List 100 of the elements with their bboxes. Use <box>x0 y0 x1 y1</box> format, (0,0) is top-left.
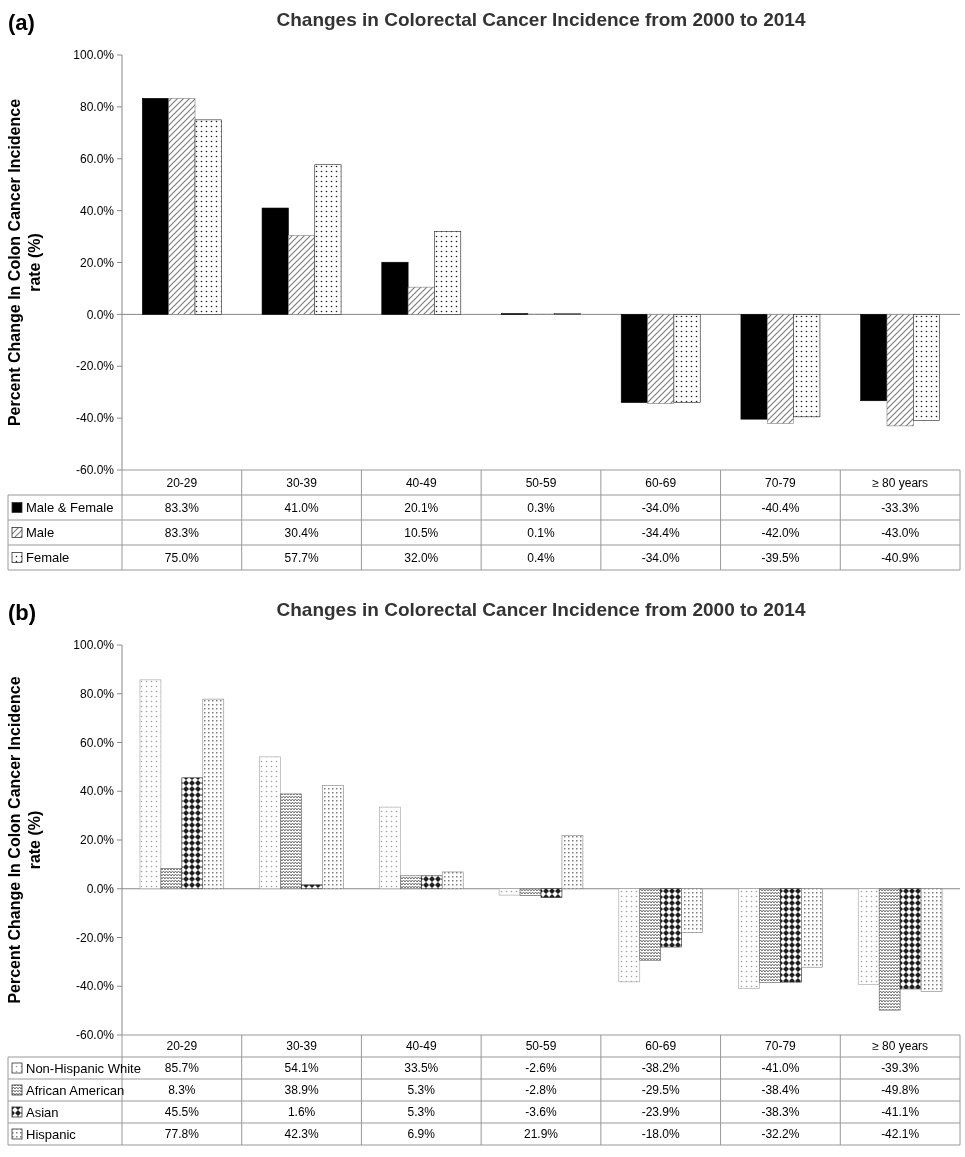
data-label: 77.8% <box>164 1127 200 1142</box>
data-label: -39.3% <box>881 1061 920 1076</box>
legend-label: Male & Female <box>26 500 114 516</box>
y-axis-title: Percent Change In Colon Cancer Incidence rate (%) <box>6 98 43 427</box>
bar <box>181 777 204 890</box>
x-tick-label: 40-49 <box>405 475 437 490</box>
bar <box>766 314 794 424</box>
bar <box>519 888 542 896</box>
data-label: 38.9% <box>284 1083 319 1098</box>
x-tick-label: 50-59 <box>525 475 557 490</box>
bar <box>878 888 901 1011</box>
x-tick-label: 30-39 <box>286 1039 318 1054</box>
data-label: 8.3% <box>168 1083 196 1098</box>
data-label: 83.3% <box>164 525 200 540</box>
bar <box>261 207 289 315</box>
bar <box>160 868 183 890</box>
y-tick-label: 0.0% <box>86 307 115 322</box>
data-label: -40.9% <box>881 550 920 565</box>
legend-label: Male <box>26 525 55 541</box>
x-tick-label: ≥ 80 years <box>872 475 929 490</box>
bar <box>288 235 316 315</box>
x-tick-label: 60-69 <box>645 1039 677 1054</box>
x-tick-label: 70-79 <box>765 1039 797 1054</box>
data-label: -2.8% <box>525 1083 557 1098</box>
data-label: 33.5% <box>404 1061 439 1076</box>
data-label: 5.3% <box>407 1105 436 1120</box>
bar <box>793 314 821 418</box>
data-label: 0.1% <box>527 525 555 540</box>
x-tick-label: 60-69 <box>645 475 677 490</box>
y-tick-label: -60.0% <box>75 1028 115 1043</box>
data-label: 1.6% <box>287 1105 316 1120</box>
bar <box>142 98 169 315</box>
data-label: 6.9% <box>407 1127 436 1142</box>
legend-label: Non-Hispanic White <box>26 1060 141 1076</box>
data-label: 21.9% <box>523 1127 559 1142</box>
data-label: 5.3% <box>407 1083 436 1098</box>
data-label: -18.0% <box>641 1127 681 1142</box>
legend-label: Female <box>26 550 70 566</box>
data-label: 41.0% <box>284 500 319 515</box>
bar <box>139 679 162 890</box>
chart-title: Changes in Colorectal Cancer Incidence from 2000 to 2014 <box>276 599 806 620</box>
bar <box>660 888 682 948</box>
x-tick-label: ≥ 80 years <box>872 1039 929 1054</box>
bar <box>639 888 662 961</box>
legend-label: African American <box>26 1082 125 1098</box>
bar <box>168 98 196 315</box>
data-label: 42.3% <box>284 1127 319 1142</box>
bar <box>540 888 563 898</box>
data-label: -34.0% <box>641 500 681 515</box>
legend-label: Hispanic <box>26 1126 77 1142</box>
bar <box>620 314 648 403</box>
x-tick-label: 30-39 <box>286 475 318 490</box>
data-label: -41.1% <box>881 1105 920 1120</box>
data-label: -42.0% <box>761 525 800 540</box>
data-label: 54.1% <box>284 1061 319 1076</box>
data-label: 30.4% <box>284 525 319 540</box>
bar <box>314 164 342 315</box>
bar <box>899 888 922 990</box>
bar <box>434 231 462 315</box>
data-label: 0.4% <box>527 550 555 565</box>
data-label: -43.0% <box>881 525 920 540</box>
data-label: -34.0% <box>641 550 681 565</box>
data-label: -33.3% <box>881 500 920 515</box>
data-label: 57.7% <box>284 550 319 565</box>
bar <box>498 888 521 896</box>
bar <box>379 806 401 890</box>
bar <box>759 888 781 983</box>
bar <box>381 261 409 315</box>
bar <box>420 875 443 890</box>
data-label: 75.0% <box>164 550 200 565</box>
y-tick-label: -20.0% <box>75 930 115 945</box>
y-tick-label: 60.0% <box>79 151 115 166</box>
chart-title: Changes in Colorectal Cancer Incidence from 2000 to 2014 <box>276 9 806 30</box>
data-label: 10.5% <box>404 525 439 540</box>
data-label: -38.2% <box>641 1061 681 1076</box>
bar <box>913 314 940 421</box>
bar <box>780 888 802 983</box>
text: (a) <box>8 10 35 35</box>
bar <box>857 888 880 985</box>
y-tick-label: 40.0% <box>79 203 115 218</box>
legend-label: Asian <box>26 1104 59 1120</box>
x-tick-label: 70-79 <box>765 475 797 490</box>
y-tick-label: -60.0% <box>75 463 115 478</box>
y-tick-label: 80.0% <box>79 100 115 115</box>
bar <box>740 314 768 420</box>
data-label: -42.1% <box>881 1127 920 1142</box>
bar <box>886 314 914 427</box>
data-label: -39.5% <box>761 550 800 565</box>
y-tick-label: 40.0% <box>79 784 115 799</box>
data-label: -2.6% <box>525 1061 557 1076</box>
y-axis-title: Percent Change In Colon Cancer Incidence rate (%) <box>6 676 43 1004</box>
data-label: 20.1% <box>404 500 439 515</box>
data-label: -34.4% <box>641 525 681 540</box>
y-tick-label: 20.0% <box>79 833 115 848</box>
bar <box>738 888 760 989</box>
x-tick-label: 20-29 <box>166 475 198 490</box>
data-label: 83.3% <box>164 500 200 515</box>
bar <box>301 884 323 890</box>
data-label: 45.5% <box>164 1105 200 1120</box>
data-label: 0.3% <box>527 500 555 515</box>
